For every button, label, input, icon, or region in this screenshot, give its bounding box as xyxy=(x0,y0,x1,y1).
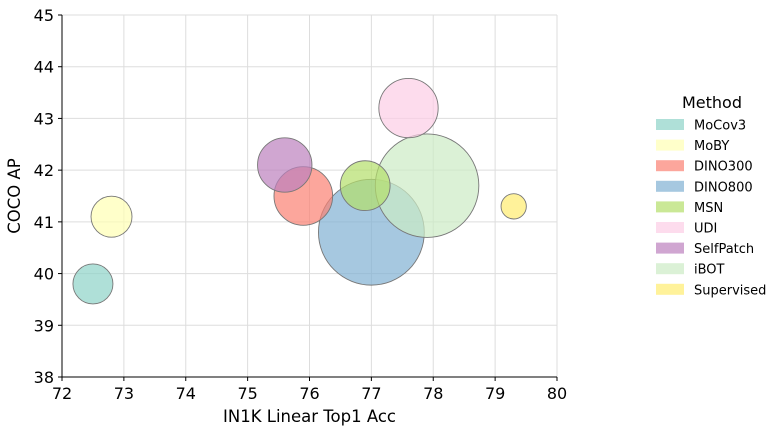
legend-item: MoBY xyxy=(656,139,729,154)
x-tick-label: 76 xyxy=(299,384,319,403)
legend-swatch xyxy=(656,201,684,213)
y-tick-label: 45 xyxy=(34,6,54,25)
legend-swatch xyxy=(656,222,684,233)
legend-label: MSN xyxy=(694,201,723,216)
legend-items: MoCov3 MoBY DINO300 DINO800 MSN UDI SelfPatch i… xyxy=(656,119,766,298)
legend-label: SelfPatch xyxy=(694,242,754,257)
legend-item: DINO800 xyxy=(656,180,753,195)
legend-item: SelfPatch xyxy=(656,242,754,257)
legend-item: DINO300 xyxy=(656,160,753,175)
y-tick-label: 39 xyxy=(34,316,54,335)
legend-label: DINO800 xyxy=(694,180,753,195)
legend-swatch xyxy=(656,180,684,192)
legend-item: UDI xyxy=(656,222,717,237)
y-tick-label: 41 xyxy=(34,213,54,232)
legend-swatch xyxy=(656,160,684,172)
x-tick-label: 77 xyxy=(361,384,381,403)
legend-item: Supervised xyxy=(656,283,766,298)
legend-label: iBOT xyxy=(694,263,725,278)
x-axis-ticks: 72 73 74 75 76 77 78 79 80 xyxy=(52,377,567,403)
bubble-msn xyxy=(339,160,391,212)
legend-swatch xyxy=(656,283,684,295)
legend-label: UDI xyxy=(694,222,717,237)
bubble-moby xyxy=(90,195,133,238)
legend-label: MoBY xyxy=(694,139,729,154)
legend: Method MoCov3 MoBY DINO300 DINO800 MSN UDI Sel… xyxy=(656,93,766,298)
x-tick-label: 80 xyxy=(547,384,567,403)
bubble-ibot xyxy=(374,133,480,238)
legend-label: MoCov3 xyxy=(694,119,746,134)
y-tick-label: 44 xyxy=(34,58,54,77)
y-tick-label: 43 xyxy=(34,109,54,128)
legend-swatch xyxy=(656,139,684,151)
x-tick-label: 79 xyxy=(485,384,505,403)
legend-item: iBOT xyxy=(656,263,725,278)
legend-label: Supervised xyxy=(694,283,766,298)
bubble-udi xyxy=(378,77,439,139)
bubble-layer xyxy=(72,77,527,305)
legend-swatch xyxy=(656,119,684,130)
legend-swatch xyxy=(656,263,684,275)
legend-item: MoCov3 xyxy=(656,119,746,134)
bubble-selfpatch xyxy=(257,137,313,193)
y-tick-label: 42 xyxy=(34,161,54,180)
x-tick-label: 73 xyxy=(114,384,134,403)
legend-title: Method xyxy=(682,93,742,112)
y-axis-ticks: 38 39 40 41 42 43 44 45 xyxy=(34,6,62,387)
legend-item: MSN xyxy=(656,201,723,216)
x-tick-label: 74 xyxy=(176,384,196,403)
legend-swatch xyxy=(656,242,684,254)
x-tick-label: 75 xyxy=(237,384,257,403)
bubble-mocov3 xyxy=(72,263,114,305)
x-tick-label: 78 xyxy=(423,384,443,403)
y-tick-label: 38 xyxy=(34,368,54,387)
legend-label: DINO300 xyxy=(694,160,753,175)
x-axis-title: IN1K Linear Top1 Acc xyxy=(223,407,396,426)
y-tick-label: 40 xyxy=(34,265,54,284)
x-tick-label: 72 xyxy=(52,384,72,403)
y-axis-title: COCO AP xyxy=(5,158,24,234)
bubble-supervised xyxy=(500,193,527,220)
